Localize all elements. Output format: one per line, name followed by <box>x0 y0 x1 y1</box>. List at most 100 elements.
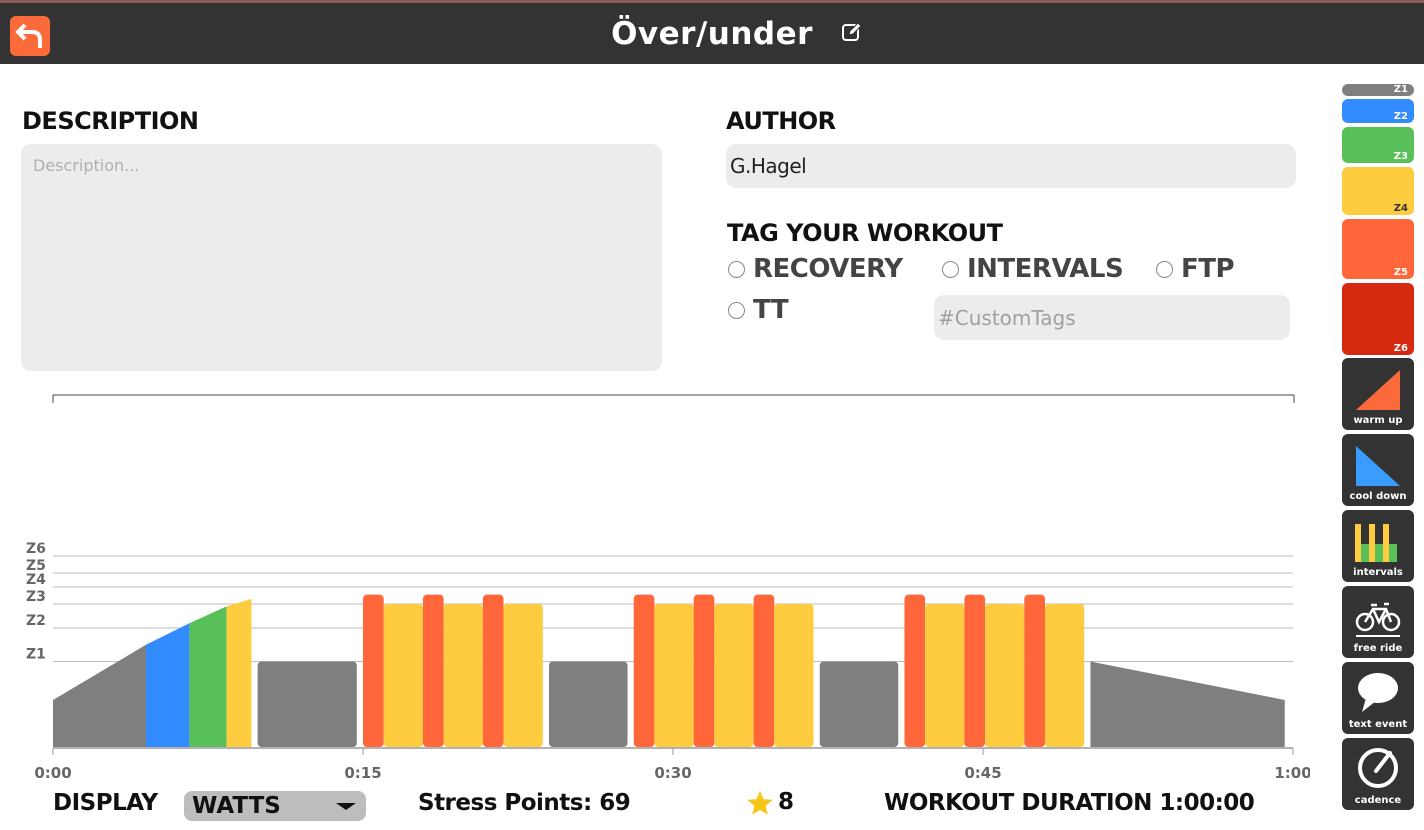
chevron-down-icon <box>336 803 356 810</box>
tag-recovery[interactable]: RECOVERY <box>728 254 903 284</box>
intervals-icon <box>1355 524 1397 562</box>
cadence-label: cadence <box>1354 795 1402 806</box>
workout-block <box>549 661 628 747</box>
zone-z5-label: Z5 <box>1393 267 1408 278</box>
workout-duration: WORKOUT DURATION 1:00:00 <box>884 790 1255 816</box>
x-tick-label: 0:15 <box>344 764 381 782</box>
zone-axis-label-z2: Z2 <box>26 613 46 629</box>
workout-block <box>363 594 384 747</box>
display-select-value: WATTS <box>192 793 281 819</box>
x-tick-label: 0:00 <box>34 764 71 782</box>
tag-tt-label: TT <box>753 295 789 325</box>
cool-down-icon <box>1356 446 1400 486</box>
x-tick-label: 1:00 <box>1274 764 1310 782</box>
x-tick-label: 0:45 <box>964 764 1001 782</box>
workout-block <box>503 604 543 747</box>
workout-block <box>482 594 504 747</box>
cadence-gauge-icon <box>1358 748 1398 788</box>
display-select[interactable]: WATTS <box>184 791 366 821</box>
author-label: AUTHOR <box>726 107 836 135</box>
custom-tags-input[interactable] <box>934 295 1290 340</box>
workout-block <box>925 604 965 747</box>
bicycle-icon <box>1355 602 1401 637</box>
workout-block <box>383 604 423 747</box>
zone-axis-label-z1: Z1 <box>26 647 46 663</box>
free-ride-button[interactable]: free ride <box>1342 586 1414 658</box>
star-icon <box>747 790 773 815</box>
zone-z1-label: Z1 <box>1393 84 1408 95</box>
tag-ftp-label: FTP <box>1181 254 1235 284</box>
cool-down-label: cool down <box>1349 491 1407 502</box>
tag-tt-radio[interactable] <box>728 301 745 319</box>
text-event-label: text event <box>1348 719 1408 730</box>
speech-bubble-icon <box>1358 673 1398 712</box>
tag-ftp[interactable]: FTP <box>1156 254 1235 284</box>
zone-z4-label: Z4 <box>1393 203 1408 214</box>
free-ride-label: free ride <box>1353 643 1403 654</box>
back-button[interactable] <box>10 16 50 56</box>
intervals-button[interactable]: intervals <box>1342 510 1414 582</box>
warm-up-button[interactable]: warm up <box>1342 358 1414 430</box>
x-tick-label: 0:30 <box>654 764 691 782</box>
workout-block <box>714 604 754 747</box>
description-input[interactable] <box>21 144 662 371</box>
text-event-button[interactable]: text event <box>1342 662 1414 734</box>
workout-ramp-block <box>146 623 190 747</box>
workout-block <box>904 594 926 747</box>
workout-block <box>964 594 986 747</box>
description-label: DESCRIPTION <box>22 107 199 135</box>
tag-intervals[interactable]: INTERVALS <box>942 254 1124 284</box>
cool-down-button[interactable]: cool down <box>1342 434 1414 506</box>
back-arrow-icon <box>15 23 42 48</box>
warm-up-icon <box>1356 370 1400 410</box>
intervals-label: intervals <box>1353 567 1403 578</box>
edit-icon[interactable] <box>841 21 863 43</box>
header-bar: Över/under <box>0 0 1424 64</box>
zone-z1-button[interactable]: Z1 <box>1342 84 1414 96</box>
warm-up-label: warm up <box>1353 415 1403 426</box>
zone-z3-button[interactable]: Z3 <box>1342 127 1414 163</box>
workout-block <box>443 604 483 747</box>
workout-block <box>693 594 715 747</box>
workout-block <box>753 594 775 747</box>
tags-label: TAG YOUR WORKOUT <box>727 219 1003 247</box>
workout-ramp-block <box>189 606 227 747</box>
zone-z6-label: Z6 <box>1393 343 1408 354</box>
zone-axis-label-z6: Z6 <box>26 541 46 557</box>
workout-ramp-block <box>1090 661 1285 747</box>
tag-ftp-radio[interactable] <box>1156 260 1173 278</box>
zone-axis-label-z3: Z3 <box>26 589 46 605</box>
tag-recovery-radio[interactable] <box>728 260 745 278</box>
workout-ramp-block <box>53 644 146 747</box>
display-label: DISPLAY <box>53 790 158 816</box>
workout-block <box>654 604 694 747</box>
workout-block <box>1045 604 1085 747</box>
workout-block <box>819 661 899 747</box>
tag-tt[interactable]: TT <box>728 295 789 325</box>
zone-axis-label-z5: Z5 <box>26 558 46 574</box>
zone-z4-button[interactable]: Z4 <box>1342 167 1414 215</box>
author-input[interactable] <box>726 144 1296 188</box>
tag-intervals-radio[interactable] <box>942 260 959 278</box>
workout-block <box>774 604 814 747</box>
tag-intervals-label: INTERVALS <box>967 254 1124 284</box>
workout-block <box>633 594 655 747</box>
zone-z2-button[interactable]: Z2 <box>1342 99 1414 123</box>
zone-z2-label: Z2 <box>1393 111 1408 122</box>
stress-points: Stress Points: 69 <box>418 790 631 816</box>
cadence-button[interactable]: cadence <box>1342 738 1414 810</box>
zone-z5-button[interactable]: Z5 <box>1342 219 1414 279</box>
title-container: Över/under <box>0 3 1424 64</box>
workout-block <box>985 604 1025 747</box>
zone-axis-label-z4: Z4 <box>26 572 46 588</box>
workout-block <box>257 661 357 747</box>
workout-chart[interactable]: Z1 Z2 Z3 Z4 Z5 Z6 0:00 0:15 0:30 0:45 1:00 <box>0 385 1312 785</box>
workout-block <box>422 594 444 747</box>
tag-recovery-label: RECOVERY <box>753 254 903 284</box>
zone-z6-button[interactable]: Z6 <box>1342 283 1414 355</box>
rating-value: 8 <box>778 789 794 815</box>
page-title: Över/under <box>611 15 813 52</box>
zone-z3-label: Z3 <box>1393 151 1408 162</box>
